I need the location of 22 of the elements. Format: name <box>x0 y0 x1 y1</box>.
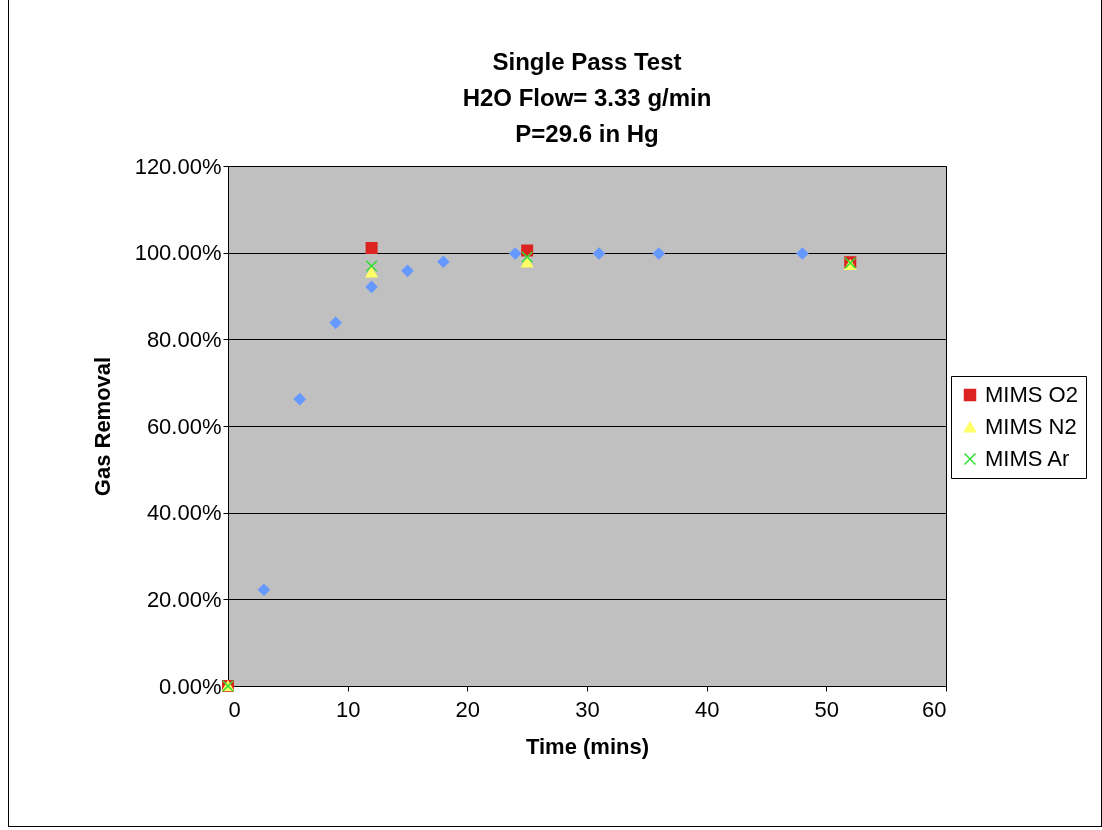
y-tick-label: 0.00% <box>159 673 222 699</box>
y-tick-label: 40.00% <box>146 500 222 526</box>
x-tick-label: 60 <box>922 696 947 722</box>
text: P=29.6 in Hg <box>515 120 659 147</box>
legend-label: MIMS N2 <box>985 414 1077 439</box>
y-tick-label: 100.00% <box>134 240 222 266</box>
x-tick-label: 40 <box>694 696 720 722</box>
x-axis-title: Time (mins) <box>525 733 650 759</box>
y-tick-label: 120.00% <box>134 153 222 179</box>
x-tick-label: 20 <box>455 696 481 722</box>
x-tick-label: 0 <box>228 696 241 722</box>
legend-label: MIMS O2 <box>985 382 1078 407</box>
y-tick-label: 60.00% <box>146 413 222 439</box>
y-axis-title: Gas Removal <box>89 356 115 497</box>
y-tick-label: 80.00% <box>146 326 222 352</box>
text: H2O Flow= 3.33 g/min <box>462 84 712 111</box>
legend-label: MIMS Ar <box>985 446 1070 471</box>
x-tick-label: 10 <box>335 696 361 722</box>
y-tick-label: 20.00% <box>146 586 222 612</box>
x-tick-label: 30 <box>575 696 600 722</box>
x-tick-label: 50 <box>814 696 840 722</box>
text: Single Pass Test <box>492 48 682 75</box>
